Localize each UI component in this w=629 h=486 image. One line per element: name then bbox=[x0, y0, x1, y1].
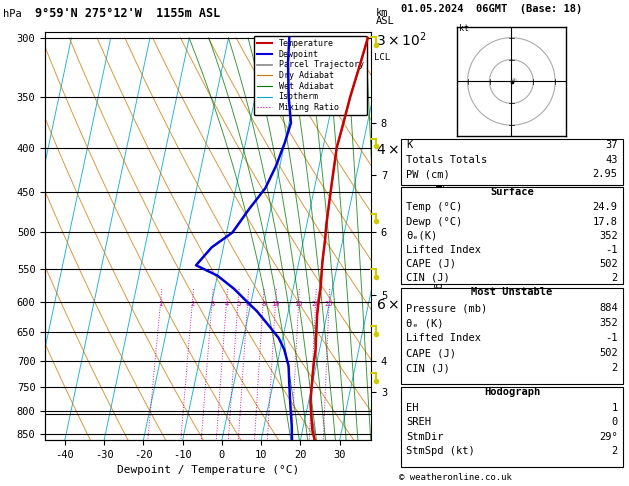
Text: StmSpd (kt): StmSpd (kt) bbox=[406, 447, 475, 456]
Text: -1: -1 bbox=[605, 333, 618, 343]
Text: CIN (J): CIN (J) bbox=[406, 364, 450, 373]
Text: LCL: LCL bbox=[374, 53, 391, 62]
Text: 2: 2 bbox=[611, 447, 618, 456]
Text: ASL: ASL bbox=[376, 17, 394, 26]
Text: 1: 1 bbox=[159, 301, 163, 307]
Text: 502: 502 bbox=[599, 348, 618, 358]
Text: Totals Totals: Totals Totals bbox=[406, 155, 487, 165]
Text: 25: 25 bbox=[325, 301, 333, 307]
Text: 9°59'N 275°12'W  1155m ASL: 9°59'N 275°12'W 1155m ASL bbox=[35, 7, 220, 20]
Text: 01.05.2024  06GMT  (Base: 18): 01.05.2024 06GMT (Base: 18) bbox=[401, 4, 582, 14]
Text: 20: 20 bbox=[311, 301, 320, 307]
Text: 15: 15 bbox=[294, 301, 303, 307]
Text: 352: 352 bbox=[599, 318, 618, 328]
Text: PW (cm): PW (cm) bbox=[406, 170, 450, 179]
Text: 43: 43 bbox=[605, 155, 618, 165]
Text: K: K bbox=[406, 140, 413, 150]
Text: 0: 0 bbox=[611, 417, 618, 427]
Text: CIN (J): CIN (J) bbox=[406, 273, 450, 283]
Text: 10: 10 bbox=[271, 301, 280, 307]
Text: SREH: SREH bbox=[406, 417, 431, 427]
Text: 8: 8 bbox=[261, 301, 265, 307]
Text: Hodograph: Hodograph bbox=[484, 387, 540, 397]
Text: 4: 4 bbox=[225, 301, 229, 307]
Text: Pressure (mb): Pressure (mb) bbox=[406, 303, 487, 313]
Text: 2: 2 bbox=[611, 273, 618, 283]
Text: Most Unstable: Most Unstable bbox=[471, 288, 553, 297]
Text: 37: 37 bbox=[605, 140, 618, 150]
Text: 2.95: 2.95 bbox=[593, 170, 618, 179]
Text: CAPE (J): CAPE (J) bbox=[406, 348, 456, 358]
Y-axis label: Mixing Ratio (g/kg): Mixing Ratio (g/kg) bbox=[433, 176, 443, 295]
Text: Lifted Index: Lifted Index bbox=[406, 333, 481, 343]
Text: 502: 502 bbox=[599, 259, 618, 269]
Text: 24.9: 24.9 bbox=[593, 203, 618, 212]
Text: Dewp (°C): Dewp (°C) bbox=[406, 217, 462, 226]
Legend: Temperature, Dewpoint, Parcel Trajectory, Dry Adiabat, Wet Adiabat, Isotherm, Mi: Temperature, Dewpoint, Parcel Trajectory… bbox=[253, 36, 367, 115]
Text: kt: kt bbox=[459, 24, 469, 33]
Text: θₑ (K): θₑ (K) bbox=[406, 318, 444, 328]
Text: Surface: Surface bbox=[490, 187, 534, 197]
Text: -1: -1 bbox=[605, 245, 618, 255]
Text: 2: 2 bbox=[191, 301, 194, 307]
Text: © weatheronline.co.uk: © weatheronline.co.uk bbox=[399, 473, 512, 482]
Text: 6: 6 bbox=[246, 301, 250, 307]
Text: StmDir: StmDir bbox=[406, 432, 444, 442]
Text: 884: 884 bbox=[599, 303, 618, 313]
X-axis label: Dewpoint / Temperature (°C): Dewpoint / Temperature (°C) bbox=[117, 465, 299, 475]
Text: hPa: hPa bbox=[3, 9, 22, 19]
Text: 3: 3 bbox=[210, 301, 214, 307]
Text: Lifted Index: Lifted Index bbox=[406, 245, 481, 255]
Text: 352: 352 bbox=[599, 231, 618, 241]
Text: km: km bbox=[376, 8, 388, 18]
Text: 1: 1 bbox=[611, 403, 618, 413]
Text: θₑ(K): θₑ(K) bbox=[406, 231, 438, 241]
Text: 2: 2 bbox=[611, 364, 618, 373]
Text: EH: EH bbox=[406, 403, 419, 413]
Text: Temp (°C): Temp (°C) bbox=[406, 203, 462, 212]
Text: 29°: 29° bbox=[599, 432, 618, 442]
Text: 17.8: 17.8 bbox=[593, 217, 618, 226]
Text: 5: 5 bbox=[236, 301, 240, 307]
Text: CAPE (J): CAPE (J) bbox=[406, 259, 456, 269]
